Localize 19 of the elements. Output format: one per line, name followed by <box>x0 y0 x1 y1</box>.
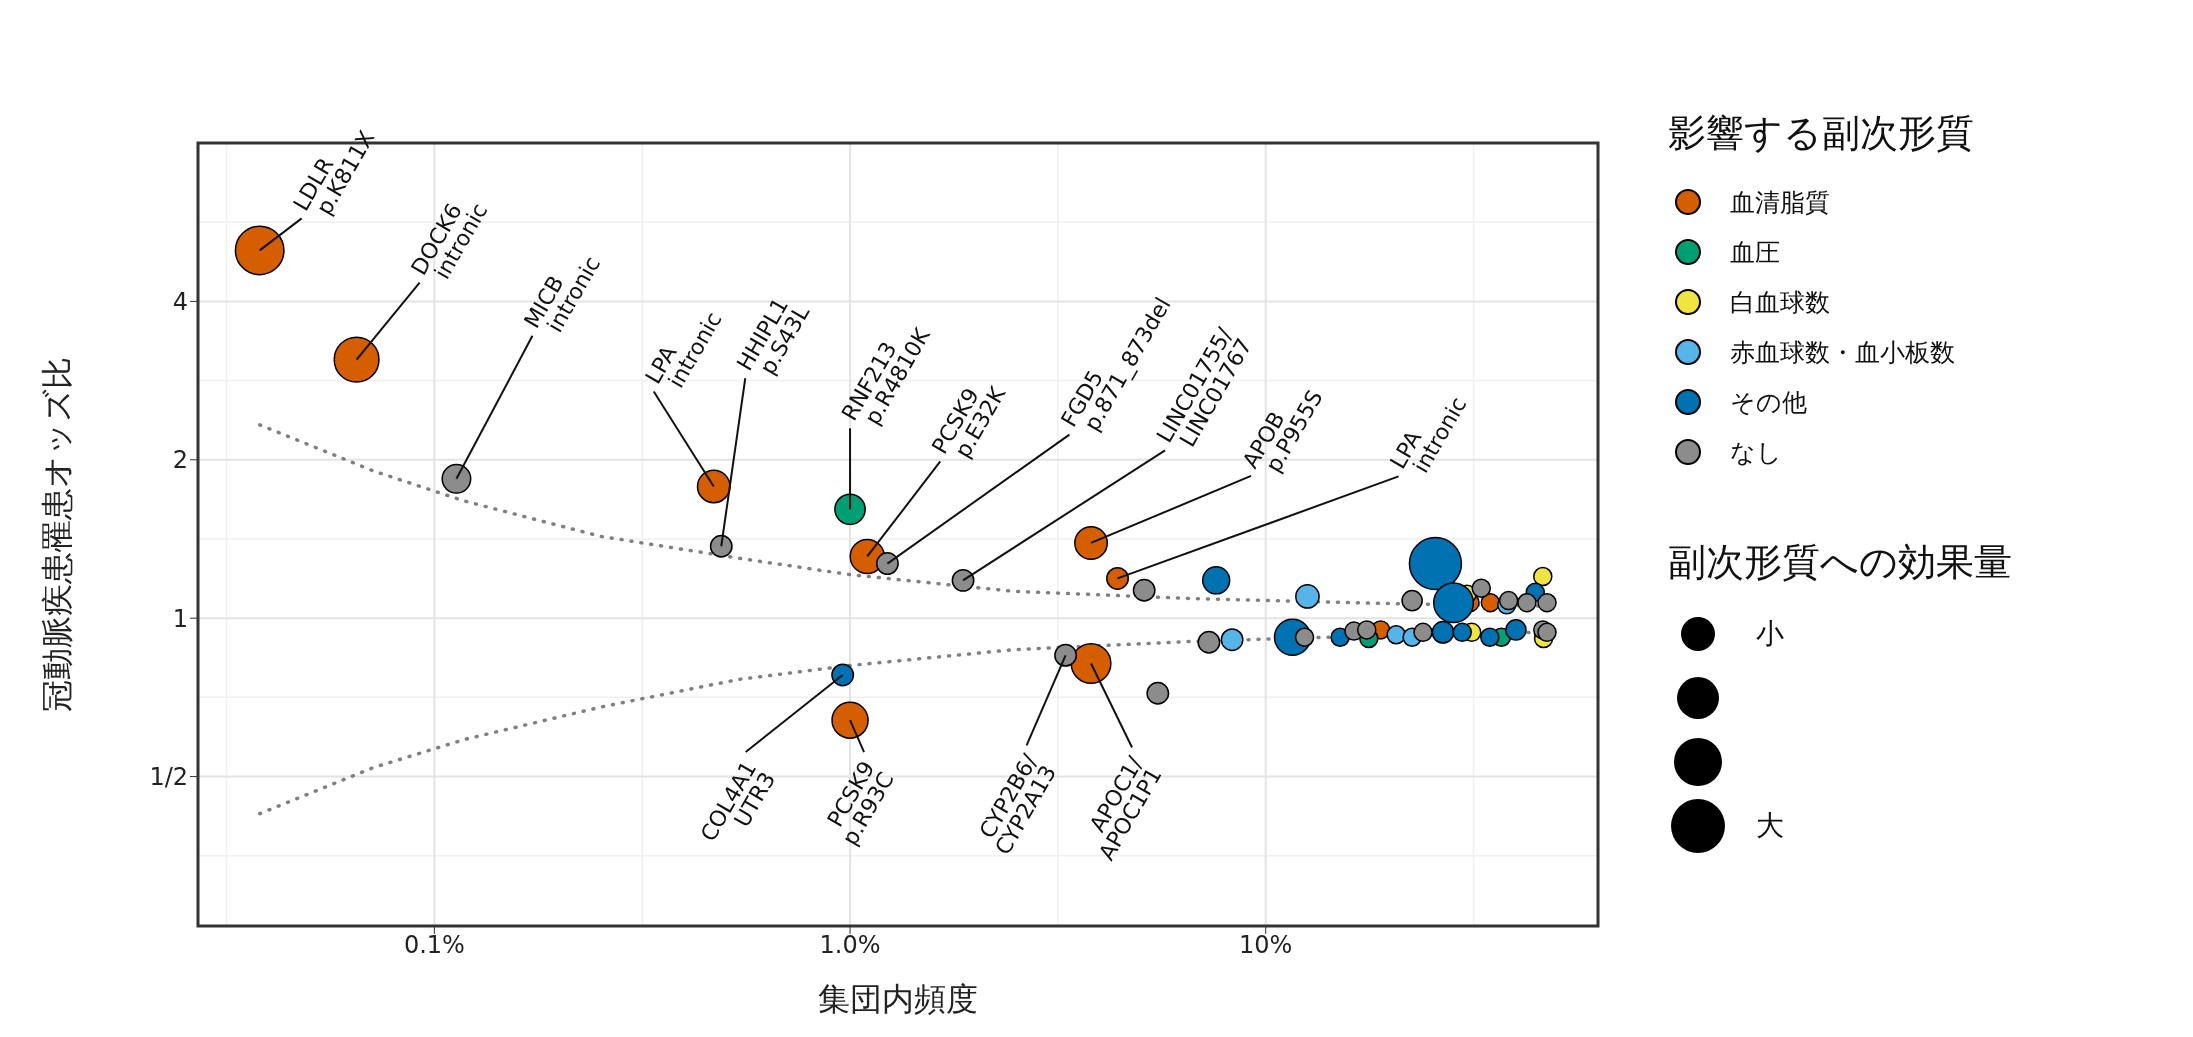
text: 大 <box>1756 808 1784 844</box>
legend-label: 赤血球数・血小板数 <box>1730 336 1955 369</box>
legend-label: 血清脂質 <box>1730 186 1830 219</box>
y-tick-label: 1/2 <box>149 763 188 792</box>
text: 小 <box>1756 616 1784 652</box>
x-tick-label: 0.1% <box>403 931 465 960</box>
y-tick-label: 4 <box>172 287 188 316</box>
legend-label: 白血球数 <box>1730 286 1830 319</box>
legend-label: 血圧 <box>1730 236 1780 269</box>
legend-title: 影響する副次形質 <box>1668 110 1975 157</box>
y-tick-label: 1 <box>172 604 188 633</box>
x-axis-title: 集団内頻度 <box>818 980 978 1018</box>
y-axis-title: 冠動脈疾患罹患オッズ比 <box>38 357 76 712</box>
legend-label: なし <box>1730 436 1782 469</box>
x-tick-label: 10% <box>1239 931 1293 960</box>
legend-label: その他 <box>1730 386 1807 419</box>
x-tick-label: 1.0% <box>819 931 881 960</box>
text: 副次形質への効果量 <box>1668 539 2012 586</box>
y-tick-label: 2 <box>172 446 188 475</box>
